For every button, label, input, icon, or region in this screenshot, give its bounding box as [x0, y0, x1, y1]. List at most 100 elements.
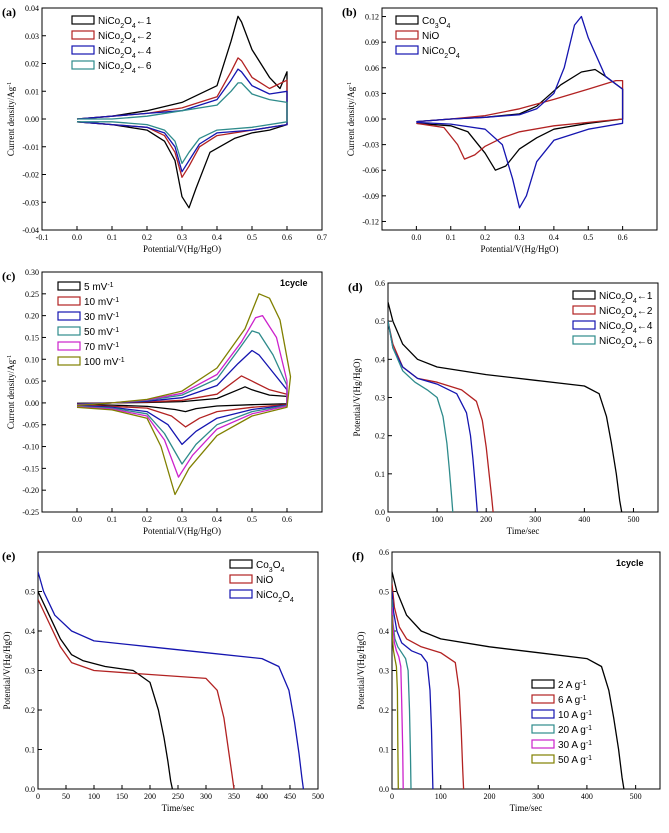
- y-tick-label-a: -0.02: [22, 171, 39, 180]
- y-tick-label-f: 0.3: [379, 667, 389, 676]
- legend-label-f: 30 A g-1: [558, 740, 592, 752]
- x-tick-label-b: 0.5: [583, 233, 593, 242]
- y-tick-label-c: -0.15: [22, 464, 39, 473]
- series-line-a-4: [77, 82, 288, 165]
- legend-swatch-b: [395, 15, 419, 25]
- y-tick-label-b: -0.03: [362, 141, 379, 150]
- x-tick-label-d: 400: [578, 515, 590, 524]
- panel-d: 0 100 200 300 400 500 0.0 0.1 0.2 0.3 0.4 0.5 0.6 Tim…: [348, 279, 659, 536]
- x-tick-label-d: 100: [431, 515, 443, 524]
- y-tick-label-e: 0.5: [25, 588, 35, 597]
- x-tick-label-e: 350: [228, 792, 240, 801]
- y-tick-label-c: 0.10: [25, 355, 39, 364]
- y-tick-label-f: 0.4: [379, 627, 389, 636]
- y-tick-label-d: 0.2: [375, 432, 385, 441]
- x-tick-label-e: 250: [172, 792, 184, 801]
- x-tick-label-c: 0.5: [247, 515, 257, 524]
- legend-label-e: NiCo2O4: [256, 590, 294, 604]
- y-tick-label-e: 0.0: [25, 785, 35, 794]
- legend-label-d: NiCo2O4←4: [599, 321, 653, 335]
- x-tick-label-b: 0.4: [549, 233, 559, 242]
- x-tick-label-b: 0.2: [480, 233, 490, 242]
- x-tick-label-d: 200: [480, 515, 492, 524]
- legend-label-c: 70 mV-1: [84, 342, 119, 354]
- panel-label-a: (a): [2, 5, 16, 19]
- series-line-d-2: [388, 321, 494, 512]
- x-tick-label-f: 300: [532, 792, 544, 801]
- x-tick-label-a: 0.1: [107, 233, 117, 242]
- x-tick-label-c: 0.2: [142, 515, 152, 524]
- x-axis-label-c: Potential/V(Hg/HgO): [143, 526, 221, 536]
- legend-swatch-c: [57, 341, 81, 351]
- y-tick-label-a: 0.04: [25, 4, 39, 13]
- legend-label-c: 10 mV-1: [84, 297, 119, 309]
- legend-swatch-c: [57, 281, 81, 291]
- x-axis-label-a: Potential/V(Hg/HgO): [143, 244, 221, 254]
- y-tick-label-c: -0.05: [22, 421, 39, 430]
- x-tick-label-c: 0.0: [72, 515, 82, 524]
- panel-b: 0.0 0.1 0.2 0.3 0.4 0.5 0.6 -0.12 -0.09 -0.06 -0.0…: [342, 5, 658, 254]
- x-tick-label-a: 0.2: [142, 233, 152, 242]
- series-line-f-5: [392, 607, 404, 789]
- legend-label-d: NiCo2O4←1: [599, 291, 653, 305]
- y-tick-label-e: 0.3: [25, 667, 35, 676]
- legend-swatch-e: [229, 589, 253, 599]
- x-tick-label-e: 0: [36, 792, 40, 801]
- note-f: 1cycle: [616, 558, 644, 568]
- x-tick-label-f: 400: [581, 792, 593, 801]
- legend-label-e: Co3O4: [256, 560, 284, 574]
- series-line-d-1: [388, 301, 623, 512]
- series-line-e-2: [38, 599, 235, 789]
- legend-c: 5 mV-1 10 mV-1 30 mV-1 50 mV-1 70 mV-1 100 mV…: [57, 281, 125, 368]
- legend-swatch-a: [71, 15, 95, 25]
- y-tick-label-c: 0.20: [25, 312, 39, 321]
- x-tick-label-c: 0.6: [282, 515, 292, 524]
- legend-label-c: 50 mV-1: [84, 327, 119, 339]
- legend-label-b: NiCo2O4: [422, 46, 460, 60]
- y-tick-label-c: -0.25: [22, 508, 39, 517]
- x-tick-label-d: 300: [529, 515, 541, 524]
- y-tick-label-c: 0.30: [25, 268, 39, 277]
- y-tick-label-f: 0.1: [379, 746, 389, 755]
- legend-label-a: NiCo2O4←1: [98, 16, 152, 30]
- x-tick-label-e: 150: [116, 792, 128, 801]
- x-tick-label-a: 0.6: [282, 233, 292, 242]
- legend-label-c: 30 mV-1: [84, 312, 119, 324]
- x-tick-label-c: 0.3: [177, 515, 187, 524]
- series-line-f-1: [392, 571, 625, 789]
- series-line-d-4: [388, 321, 454, 512]
- y-tick-label-c: 0.15: [25, 333, 39, 342]
- series-line-b-2: [416, 79, 624, 160]
- y-tick-label-d: 0.4: [375, 355, 385, 364]
- y-tick-label-e: 0.1: [25, 746, 35, 755]
- y-tick-label-f: 0.5: [379, 588, 389, 597]
- x-tick-label-e: 300: [200, 792, 212, 801]
- x-tick-label-f: 200: [483, 792, 495, 801]
- legend-swatch-e: [229, 574, 253, 584]
- y-tick-label-e: 0.2: [25, 706, 35, 715]
- x-tick-label-e: 100: [88, 792, 100, 801]
- x-tick-label-d: 500: [627, 515, 639, 524]
- x-tick-label-b: 0.0: [411, 233, 421, 242]
- x-tick-label-c: 0.1: [107, 515, 117, 524]
- x-tick-label-e: 500: [312, 792, 324, 801]
- y-tick-label-e: 0.4: [25, 627, 35, 636]
- y-axis-label-c: Current density/Ag-1: [6, 355, 16, 429]
- y-tick-label-d: 0.1: [375, 470, 385, 479]
- legend-label-d: NiCo2O4←2: [599, 306, 653, 320]
- legend-label-c: 5 mV-1: [84, 282, 114, 294]
- y-tick-label-b: -0.09: [362, 192, 379, 201]
- plot-frame-d: [387, 282, 659, 513]
- legend-swatch-b: [395, 30, 419, 40]
- y-tick-label-a: -0.01: [22, 143, 39, 152]
- legend-swatch-e: [229, 559, 253, 569]
- panel-label-f: (f): [352, 549, 364, 563]
- legend-swatch-c: [57, 356, 81, 366]
- y-tick-label-a: 0.01: [25, 87, 39, 96]
- legend-swatch-c: [57, 326, 81, 336]
- legend-label-f: 10 A g-1: [558, 710, 592, 722]
- x-tick-label-a: 0.7: [317, 233, 327, 242]
- y-tick-label-f: 0.6: [379, 548, 389, 557]
- x-tick-label-a: 0.5: [247, 233, 257, 242]
